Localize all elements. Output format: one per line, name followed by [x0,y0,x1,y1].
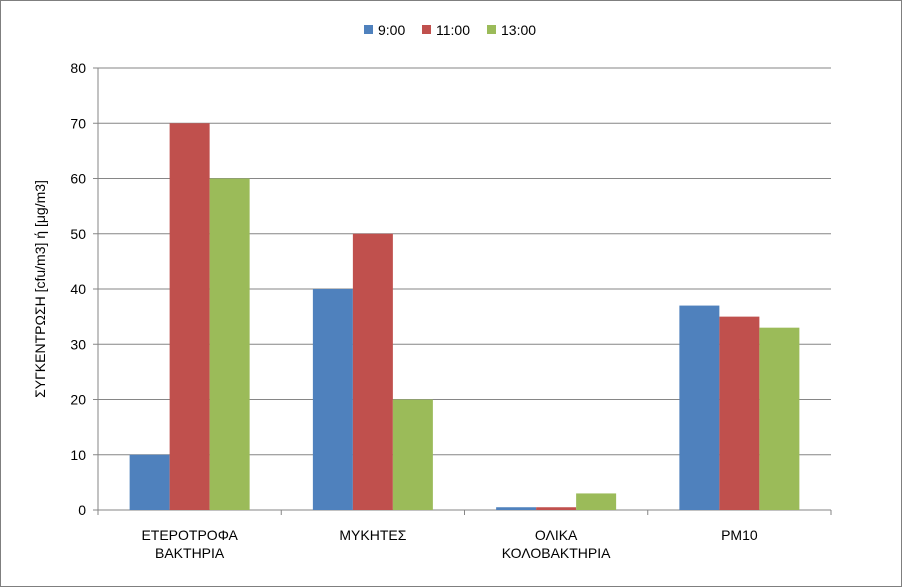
y-tick-labels: 0 10 20 30 40 50 60 70 80 [70,60,86,518]
bar-1300-3 [759,327,800,510]
bar-900-1 [312,289,353,510]
x-category-label: ΕΤΕΡΟΤΡΟΦΑ ΒΑΚΤΗΡΙΑ [141,527,238,561]
x-category-label: ΜΥΚΗΤΕΣ [339,527,406,543]
legend-swatch-900 [364,25,373,34]
legend-swatch-1100 [422,25,431,34]
x-category-labels: ΕΤΕΡΟΤΡΟΦΑ ΒΑΚΤΗΡΙΑ ΜΥΚΗΤΕΣ ΟΛΙΚΑ ΚΟΛΟΒΑΚΤΗΡ… [141,527,757,561]
bar-1100-2 [536,507,577,510]
legend-swatch-1300 [487,25,496,34]
y-axis-label: ΣΥΓΚΕΝΤΡΩΣΗ [cfu/m3] ή [μg/m3] [32,180,48,398]
x-category-label: PM10 [721,527,758,543]
y-tick-label: 70 [70,115,86,131]
bar-900-0 [129,454,170,510]
bars [129,123,800,510]
y-tick-label: 30 [70,336,86,352]
y-tick-label: 60 [70,171,86,187]
bar-1300-1 [392,399,433,510]
y-tick-label: 10 [70,447,86,463]
legend-label: 11:00 [436,22,470,38]
bar-1100-0 [169,123,210,510]
y-tick-label: 80 [70,60,86,76]
x-category-label: ΟΛΙΚΑ ΚΟΛΟΒΑΚΤΗΡΙΑ [502,527,611,561]
legend: 9:00 11:00 13:00 [364,22,536,38]
bar-900-2 [496,507,537,510]
bar-1100-3 [719,316,760,510]
y-tick-label: 0 [78,502,86,518]
legend-label: 9:00 [378,22,405,38]
bar-1100-1 [352,233,393,510]
legend-label: 13:00 [501,22,536,38]
y-tick-label: 20 [70,392,86,408]
bar-1300-0 [209,178,250,510]
bar-1300-2 [576,493,617,510]
y-tick-label: 40 [70,281,86,297]
bar-900-3 [679,305,720,510]
y-tick-label: 50 [70,226,86,242]
